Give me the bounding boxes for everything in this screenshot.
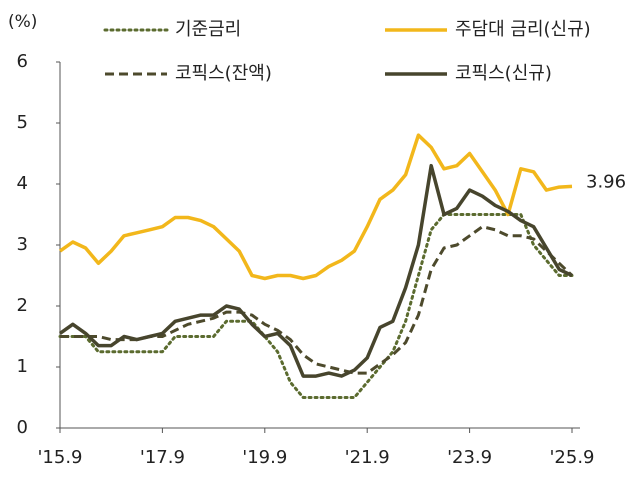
y-tick-label: 0: [17, 417, 28, 438]
y-tick-label: 5: [17, 112, 28, 133]
series-line: [58, 133, 573, 281]
y-tick-label: 2: [17, 295, 28, 316]
x-tick-label: '23.9: [447, 447, 492, 468]
legend-label: 코픽스(신규): [455, 63, 552, 84]
data-label: 3.96: [586, 171, 626, 192]
x-tick-label: '25.9: [549, 447, 594, 468]
y-tick-label: 3: [17, 234, 28, 255]
y-tick-label: 6: [17, 51, 28, 72]
y-tick-label: 1: [17, 356, 28, 377]
x-tick-label: '15.9: [37, 447, 82, 468]
x-tick-label: '17.9: [140, 447, 185, 468]
x-tick-label: '21.9: [345, 447, 390, 468]
legend-label: 코픽스(잔액): [175, 63, 272, 84]
x-tick-label: '19.9: [242, 447, 287, 468]
series-line: [58, 213, 574, 399]
y-axis-label: (%): [8, 12, 37, 32]
legend-label: 기준금리: [175, 19, 241, 40]
y-tick-label: 4: [17, 173, 28, 194]
series-line: [58, 163, 573, 378]
legend-label: 주담대 금리(신규): [455, 19, 591, 40]
